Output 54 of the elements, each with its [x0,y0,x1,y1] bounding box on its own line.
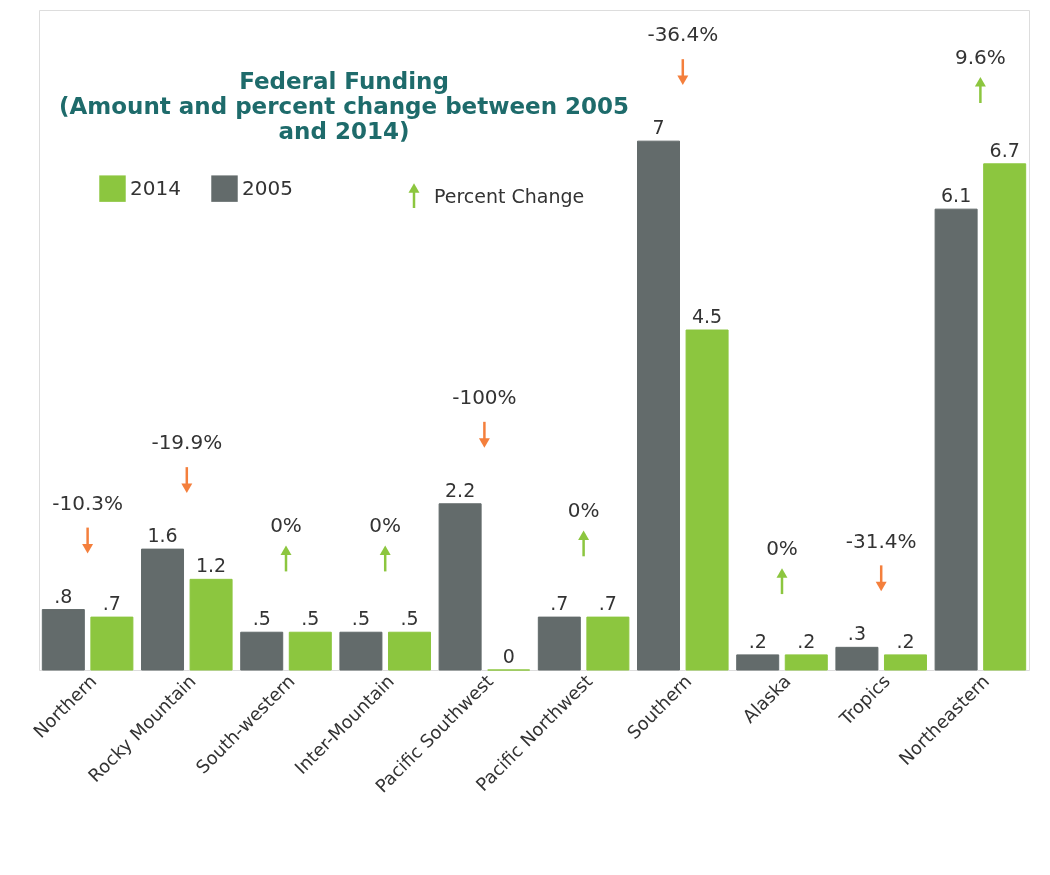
annotation: Percent Change [434,185,585,207]
data-label: .8 [54,584,73,607]
data-label: .5 [351,607,370,630]
data-label: 0 [502,645,515,667]
data-label: 6.7 [989,138,1020,161]
bar [685,329,729,671]
text: -36.4% [647,22,719,47]
text: 9.6% [954,45,1006,70]
bar [637,140,681,671]
annotation: -31.4% [845,528,917,553]
annotation: -100% [452,385,517,410]
legend-label: 2005 [242,175,293,200]
bar [387,631,431,671]
annotation: 0% [766,536,798,561]
data-label: .5 [301,607,320,630]
annotation: 0% [567,498,600,523]
bar [240,631,284,671]
bar [784,654,828,671]
annotation: -10.3% [52,490,123,515]
data-label: .7 [102,592,121,615]
data-label: .2 [748,629,767,652]
bar [537,616,581,671]
data-label: .5 [400,607,419,630]
bar [934,208,978,671]
data-label: .2 [797,629,816,652]
data-label: .7 [550,592,569,615]
bar [339,631,383,671]
annotation: 0% [270,513,302,538]
data-label: 4.5 [691,305,723,328]
bar [90,616,134,671]
data-label: .5 [252,607,271,630]
data-label: .3 [847,622,866,645]
bar [586,616,630,671]
data-label: 7 [652,116,665,139]
legend-label: 2014 [130,175,181,200]
chart-subtitle: (Amount and percent change between 2005 and 2014) [58,93,630,144]
data-label: .7 [598,592,617,615]
annotation: 0% [369,513,402,538]
bar [141,548,185,671]
bar [835,646,879,671]
bar [41,609,85,671]
data-label: 1.2 [195,554,227,577]
bar [189,578,233,671]
chart-title: Federal Funding [239,68,449,94]
data-label: 6.1 [941,184,972,207]
bar [883,654,927,671]
bar [438,503,482,671]
data-label: 2.2 [445,478,476,501]
data-label: .2 [896,629,915,652]
data-label: 1.6 [147,524,178,547]
annotation: -19.9% [151,430,223,455]
bar [288,631,332,671]
bar [736,654,780,671]
bar [983,163,1027,671]
